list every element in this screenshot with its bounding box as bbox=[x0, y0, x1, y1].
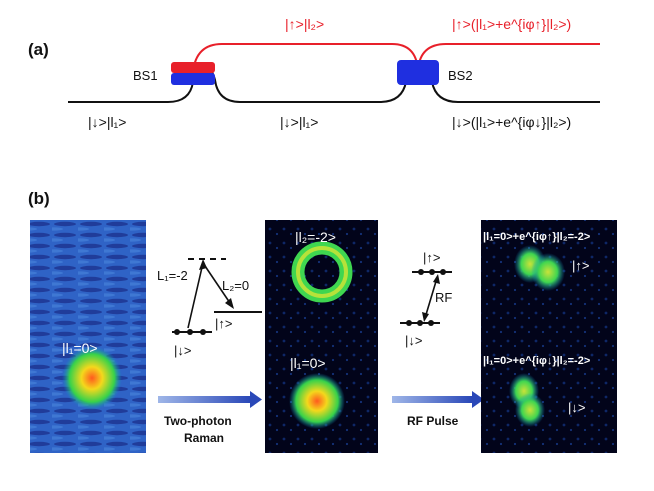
image3-top-label: |l₁=0>+e^{iφ↑}|l₂=-2> bbox=[483, 231, 590, 243]
image3-bottom-spin: |↓> bbox=[568, 400, 585, 415]
rf-level-diagram bbox=[400, 269, 452, 326]
rf-arrow bbox=[392, 391, 484, 408]
lower-right-state: |↓>(|l₁>+e^{iφ↓}|l₂>) bbox=[452, 114, 571, 130]
lower-left-state: |↓>|l₁> bbox=[88, 114, 126, 130]
raman-arrow-line1: Two-photon bbox=[164, 414, 232, 428]
upper-right-state: |↑>(|l₁>+e^{iφ↑}|l₂>) bbox=[452, 16, 571, 32]
panel-a-tag: (a) bbox=[28, 40, 49, 59]
atom-image-1 bbox=[30, 220, 146, 453]
raman-arrow-line2: Raman bbox=[184, 431, 224, 445]
rf-up-label: |↑> bbox=[423, 250, 440, 265]
image2-top-label: |l₂=-2> bbox=[295, 229, 336, 245]
image3-bottom-label: |l₁=0>+e^{iφ↓}|l₂=-2> bbox=[483, 355, 590, 367]
raman-l2-label: L₂=0 bbox=[222, 278, 249, 293]
lower-mid-state: |↓>|l₁> bbox=[280, 114, 318, 130]
raman-l1-label: L₁=-2 bbox=[157, 268, 188, 283]
bs1-red-block bbox=[171, 62, 215, 73]
image2-bottom-label: |l₁=0> bbox=[290, 355, 326, 371]
rf-label: RF bbox=[435, 290, 452, 305]
bs1-blue-block bbox=[171, 73, 215, 85]
atom-image-3 bbox=[481, 220, 617, 453]
image3-top-spin: |↑> bbox=[572, 258, 589, 273]
atom-image-2 bbox=[265, 220, 378, 453]
upper-mid-state: |↑>|l₂> bbox=[285, 16, 324, 32]
bs2-label: BS2 bbox=[448, 68, 473, 83]
raman-down-label: |↓> bbox=[174, 343, 191, 358]
rf-arrow-label: RF Pulse bbox=[407, 414, 459, 428]
raman-up-label: |↑> bbox=[215, 316, 232, 331]
raman-arrow bbox=[158, 391, 262, 408]
rf-down-label: |↓> bbox=[405, 333, 422, 348]
image1-label: |l₁=0> bbox=[62, 340, 98, 356]
bs2-blue-block bbox=[397, 60, 439, 85]
raman-level-diagram bbox=[172, 258, 262, 335]
bs1-label: BS1 bbox=[133, 68, 158, 83]
panel-b-tag: (b) bbox=[28, 189, 50, 208]
upper-arm-path bbox=[192, 43, 600, 73]
